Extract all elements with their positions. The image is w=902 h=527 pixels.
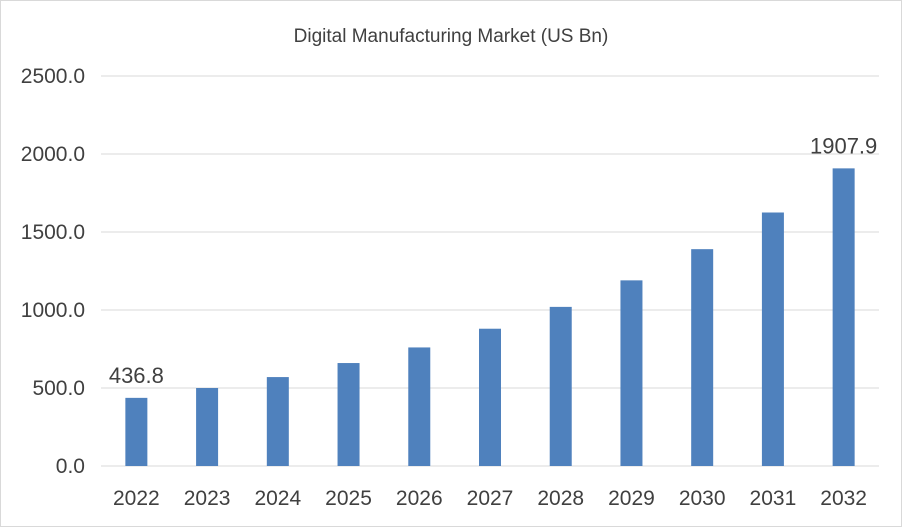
x-tick-label: 2032 [820, 487, 867, 510]
x-tick-label: 2030 [679, 487, 726, 510]
y-axis-ticks: 0.0 500.0 1000.0 1500.0 2000.0 2500.0 [21, 65, 85, 478]
y-tick-label: 500.0 [32, 377, 85, 400]
y-tick-label: 2000.0 [21, 143, 85, 166]
data-label: 436.8 [109, 363, 164, 388]
y-tick-label: 0.0 [56, 455, 85, 478]
gridlines [101, 75, 879, 467]
y-tick-label: 2500.0 [21, 65, 85, 88]
bar [620, 280, 643, 466]
bars [125, 168, 855, 466]
bar [266, 377, 289, 466]
bar [196, 388, 219, 466]
y-tick-label: 1000.0 [21, 299, 85, 322]
x-tick-label: 2031 [750, 487, 797, 510]
x-tick-label: 2027 [467, 487, 514, 510]
data-labels: 436.8 1907.9 [109, 133, 877, 387]
x-tick-label: 2024 [254, 487, 301, 510]
chart-title: Digital Manufacturing Market (US Bn) [294, 26, 609, 47]
x-tick-label: 2022 [113, 487, 160, 510]
bar [479, 328, 501, 466]
x-tick-label: 2025 [325, 487, 372, 510]
bar [691, 249, 714, 466]
data-label: 1907.9 [810, 133, 877, 158]
bar [408, 347, 431, 466]
bar [761, 212, 784, 466]
x-tick-label: 2023 [184, 487, 231, 510]
x-axis-ticks: 2022 2023 2024 2025 2026 2027 2028 2029 2030 2031… [113, 487, 867, 510]
bar [337, 363, 360, 466]
bar [549, 306, 572, 466]
y-tick-label: 1500.0 [21, 221, 85, 244]
x-tick-label: 2029 [608, 487, 655, 510]
bar [832, 168, 855, 466]
x-tick-label: 2026 [396, 487, 443, 510]
x-tick-label: 2028 [537, 487, 584, 510]
bar [125, 397, 148, 466]
